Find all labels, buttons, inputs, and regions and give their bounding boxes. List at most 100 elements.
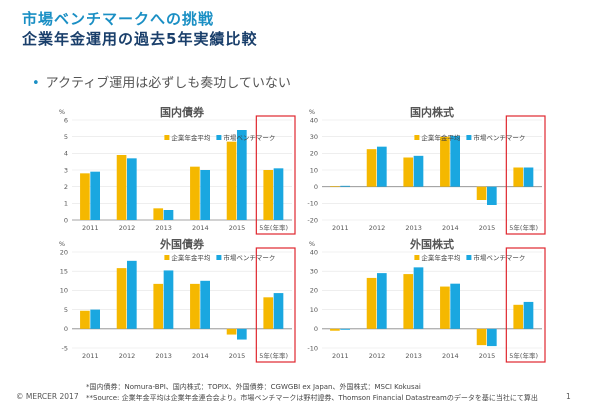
x-category-label: 5年(年率)	[259, 351, 288, 360]
y-tick-label: 0	[314, 325, 318, 333]
bar-pension	[190, 283, 200, 329]
y-tick-label: 10	[60, 287, 68, 295]
y-tick-label: 15	[60, 268, 68, 276]
bar-pension	[80, 173, 90, 220]
highlight-box	[255, 247, 296, 363]
bar-benchmark	[237, 328, 247, 340]
bar-benchmark	[163, 210, 174, 220]
bar-pension	[330, 186, 340, 187]
x-category-label: 2011	[332, 224, 349, 232]
bar-pension	[513, 167, 524, 187]
legend-label-benchmark: 市場ベンチマーク	[223, 133, 275, 142]
bar-benchmark	[163, 270, 174, 329]
x-category-label: 2015	[479, 224, 496, 232]
legend-label-benchmark: 市場ベンチマーク	[223, 253, 275, 262]
highlight-box	[255, 115, 296, 235]
legend-swatch-pension	[164, 135, 170, 140]
y-unit-label: %	[59, 108, 65, 116]
legend-label-benchmark: 市場ベンチマーク	[473, 253, 525, 262]
bar-benchmark	[523, 167, 534, 187]
bar-benchmark	[450, 283, 460, 329]
y-tick-label: 10	[310, 166, 318, 174]
legend-label-pension: 企業年金平均	[421, 133, 461, 142]
bar-benchmark	[523, 301, 534, 329]
chart-panel-2: 国内株式% -20 -10 0 10 20 30 40 2011 2012 2013 2014 2015…	[307, 105, 546, 235]
footnote-indices: *国内債券：Nomura-BPI、国内株式：TOPIX、外国債券：CGWGBI …	[86, 383, 421, 391]
legend-label-pension: 企業年金平均	[171, 133, 211, 142]
highlight-box	[505, 115, 546, 235]
y-tick-label: 30	[310, 133, 318, 141]
legend-swatch-pension	[414, 135, 420, 140]
bar-benchmark	[487, 328, 497, 347]
bar-benchmark	[200, 170, 210, 220]
chart-panel-3: 外国債券% -5 0 5 10 15 20 2011 2012 2013 2014 2015 5年(年率…	[59, 237, 296, 363]
bar-benchmark	[377, 146, 387, 187]
y-unit-label: %	[309, 240, 315, 248]
y-tick-label: 10	[310, 306, 318, 314]
y-unit-label: %	[59, 240, 65, 248]
x-category-label: 2014	[442, 224, 459, 232]
y-tick-label: -5	[62, 344, 68, 352]
bar-benchmark	[340, 185, 350, 187]
chart-title: 外国株式	[409, 237, 454, 251]
page-title: 市場ベンチマークへの挑戦	[22, 10, 215, 28]
x-category-label: 2011	[82, 352, 99, 360]
y-tick-label: 40	[310, 248, 318, 256]
y-tick-label: 40	[310, 116, 318, 124]
legend-label-pension: 企業年金平均	[421, 253, 461, 262]
chart-panel-4: 外国株式% -10 0 10 20 30 40 2011 2012 2013 2014 2015 5年(…	[307, 237, 546, 363]
bar-pension	[366, 277, 377, 329]
x-category-label: 2013	[155, 224, 172, 232]
bar-benchmark	[413, 155, 424, 187]
bar-pension	[116, 268, 127, 329]
x-category-label: 2015	[229, 224, 246, 232]
legend-swatch-benchmark	[216, 255, 222, 260]
legend-label-benchmark: 市場ベンチマーク	[473, 133, 525, 142]
bar-benchmark	[273, 168, 284, 220]
x-category-label: 2013	[405, 224, 422, 232]
bar-pension	[116, 155, 127, 220]
y-tick-label: 2	[64, 183, 68, 191]
x-category-label: 2012	[369, 352, 386, 360]
x-category-label: 2014	[192, 224, 209, 232]
y-tick-label: 4	[64, 150, 68, 158]
y-tick-label: 3	[64, 166, 68, 174]
bar-benchmark	[340, 328, 350, 330]
bar-pension	[190, 166, 200, 220]
y-tick-label: 5	[64, 133, 68, 141]
bar-pension	[330, 328, 340, 331]
legend-label-pension: 企業年金平均	[171, 253, 211, 262]
legend-swatch-benchmark	[466, 255, 472, 260]
footnote-source: **Source: 企業年金平均は企業年金連合会より。市場ベンチマークは野村證券…	[86, 394, 538, 402]
x-category-label: 2011	[332, 352, 349, 360]
x-category-label: 2015	[479, 352, 496, 360]
copyright: © MERCER 2017	[16, 392, 79, 401]
bar-benchmark	[200, 280, 210, 329]
y-tick-label: 20	[310, 287, 318, 295]
x-category-label: 2015	[229, 352, 246, 360]
bar-pension	[263, 297, 274, 329]
bar-pension	[513, 304, 524, 329]
bullet-dot: •	[32, 76, 40, 91]
y-tick-label: 1	[64, 200, 68, 208]
chart-title: 外国債券	[159, 237, 205, 251]
bar-benchmark	[487, 186, 497, 205]
bar-benchmark	[127, 260, 137, 329]
x-category-label: 5年(年率)	[259, 223, 288, 232]
y-tick-label: 0	[64, 216, 68, 224]
page-subtitle: 企業年金運用の過去5年実績比較	[22, 30, 258, 48]
chart-title: 国内債券	[160, 105, 205, 119]
chart-panel-1: 国内債券% 0 1 2 3 4 5 6 2011 2012 2013 2014 2015 5年(年率) 企業…	[59, 105, 296, 235]
bar-pension	[440, 286, 450, 329]
bar-pension	[153, 283, 164, 329]
x-category-label: 2013	[405, 352, 422, 360]
y-unit-label: %	[309, 108, 315, 116]
bullet-text: アクティブ運用は必ずしも奏功していない	[45, 76, 291, 91]
y-tick-label: 5	[64, 306, 68, 314]
bar-benchmark	[127, 158, 137, 220]
bar-pension	[263, 170, 274, 220]
bar-benchmark	[377, 273, 387, 329]
x-category-label: 2011	[82, 224, 99, 232]
bar-pension	[476, 328, 487, 346]
